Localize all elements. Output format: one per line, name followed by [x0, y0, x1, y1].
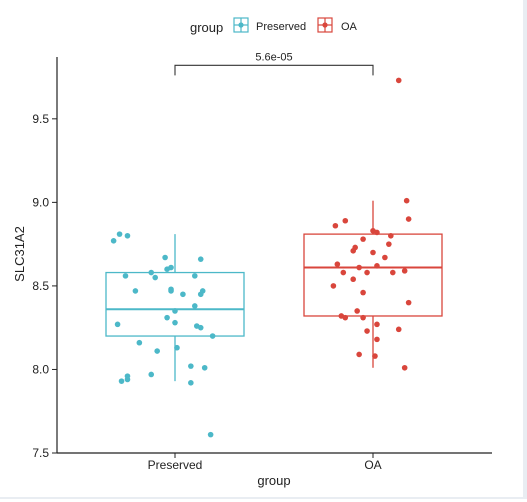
data-point	[192, 303, 198, 309]
data-point	[197, 291, 204, 298]
data-point	[188, 380, 194, 386]
data-point	[152, 274, 158, 281]
x-ticks: Preserved OA	[148, 453, 382, 472]
data-point	[207, 431, 214, 438]
y-tick-label: 8.0	[32, 362, 49, 376]
data-point	[388, 232, 394, 239]
y-axis-title: SLC31A2	[12, 226, 27, 282]
data-point	[332, 222, 339, 229]
data-point	[364, 328, 370, 334]
data-point	[401, 364, 408, 371]
data-point	[136, 339, 143, 346]
data-point	[340, 269, 347, 276]
data-point	[209, 333, 216, 339]
boxes	[105, 200, 443, 382]
data-point	[164, 266, 170, 273]
legend-key-oa	[317, 17, 333, 33]
data-point	[197, 324, 204, 331]
data-point	[356, 264, 362, 271]
y-tick-label: 9.0	[32, 195, 49, 209]
y-tick-label: 8.5	[32, 279, 49, 293]
data-point	[148, 269, 155, 276]
data-point	[374, 336, 380, 343]
data-point	[405, 299, 412, 306]
data-point	[118, 378, 125, 384]
legend-label-oa: OA	[341, 21, 358, 33]
data-point	[395, 326, 402, 333]
data-point	[172, 308, 178, 314]
data-point	[395, 77, 402, 84]
data-point	[330, 283, 337, 289]
iqr-box	[303, 233, 443, 317]
data-point	[164, 314, 170, 321]
x-axis-title: group	[257, 473, 290, 488]
data-point	[114, 321, 121, 328]
data-point	[354, 308, 360, 314]
data-point	[374, 321, 380, 328]
data-point	[124, 232, 131, 239]
data-point	[172, 319, 178, 326]
data-point	[374, 229, 380, 236]
data-point	[162, 254, 168, 261]
data-point	[124, 376, 131, 383]
data-point	[174, 344, 180, 351]
data-point	[370, 249, 376, 256]
data-point	[188, 363, 194, 369]
data-point	[132, 288, 139, 294]
data-point	[116, 231, 123, 237]
data-point	[148, 371, 155, 378]
y-tick-label: 7.5	[32, 446, 49, 460]
data-point	[180, 291, 186, 298]
data-point	[360, 289, 366, 296]
data-point	[342, 314, 349, 321]
data-point	[364, 269, 370, 276]
data-point	[342, 217, 349, 224]
data-point	[201, 364, 208, 371]
data-point	[334, 261, 341, 267]
data-point	[405, 216, 412, 222]
x-tick-label: OA	[364, 458, 381, 472]
box-oa	[303, 200, 443, 368]
significance-annotation: 5.6e-05	[174, 51, 374, 76]
significance-bracket	[174, 64, 374, 76]
data-point	[122, 273, 129, 279]
data-point	[154, 348, 160, 354]
data-point	[360, 314, 366, 321]
iqr-box	[105, 271, 245, 337]
data-point	[372, 353, 378, 359]
data-point	[110, 237, 117, 244]
x-tick-label: Preserved	[148, 458, 203, 472]
data-point	[168, 288, 174, 294]
data-point	[403, 197, 410, 204]
y-tick-label: 9.5	[32, 112, 49, 126]
data-point	[192, 273, 198, 279]
data-point	[356, 351, 362, 358]
data-point	[350, 276, 357, 283]
data-point	[360, 236, 366, 242]
legend: group Preserved OA	[190, 17, 358, 35]
data-point	[374, 263, 380, 269]
y-ticks: 7.5 8.0 8.5 9.0 9.5	[32, 112, 57, 460]
data-point	[382, 254, 388, 261]
legend-label-preserved: Preserved	[256, 21, 306, 33]
data-points	[110, 77, 412, 438]
p-value-label: 5.6e-05	[255, 51, 292, 63]
data-point	[350, 248, 357, 254]
box-preserved	[105, 234, 245, 382]
legend-title: group	[190, 20, 223, 35]
legend-key-preserved	[233, 17, 249, 33]
data-point	[197, 256, 204, 262]
data-point	[390, 269, 396, 276]
data-point	[386, 241, 392, 247]
data-point	[401, 268, 408, 274]
